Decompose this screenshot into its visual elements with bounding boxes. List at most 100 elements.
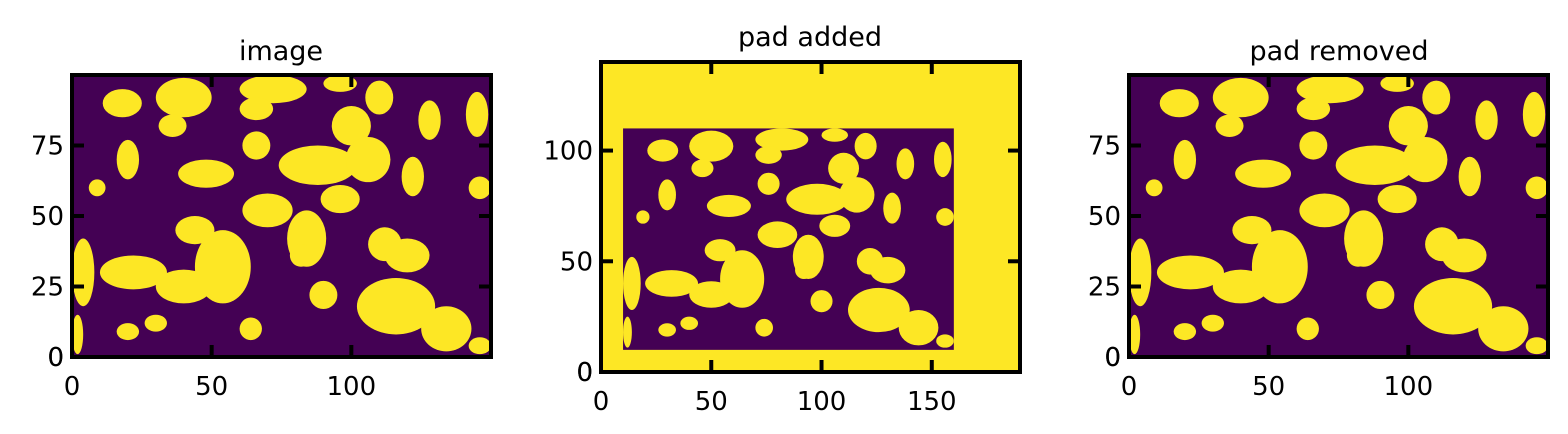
panel-pad-added: pad added 0 50 100 150 00 50 100: [543, 22, 1020, 417]
blob: [1478, 306, 1528, 351]
blob: [1160, 89, 1199, 117]
blob: [178, 160, 234, 188]
blob: [897, 148, 915, 179]
y-tick-label: 100: [543, 137, 593, 167]
blob: [418, 100, 440, 139]
y-tick-label: 50: [1088, 202, 1121, 232]
blob: [89, 179, 106, 196]
blob: [242, 193, 292, 227]
heatmap-plot: [72, 75, 491, 357]
blob: [1403, 137, 1448, 182]
blob: [103, 89, 142, 117]
blob: [175, 216, 214, 244]
blob: [758, 173, 780, 195]
blob: [159, 114, 187, 137]
blob: [691, 159, 713, 177]
blob: [1526, 337, 1548, 354]
blob: [1523, 92, 1545, 137]
blob: [309, 281, 337, 309]
blob: [240, 318, 262, 341]
blob: [1129, 239, 1151, 307]
panel-image: image 0 50 100 00255075: [31, 36, 491, 402]
blob: [623, 257, 641, 310]
blob: [469, 177, 491, 200]
blob: [1442, 239, 1487, 273]
blob: [758, 221, 798, 248]
blob: [1232, 216, 1271, 244]
blob: [1299, 193, 1349, 227]
y-tick-label: 50: [31, 202, 64, 232]
x-tick-label: 0: [64, 372, 81, 402]
blob: [647, 140, 678, 162]
heatmap-plot: [1129, 75, 1548, 357]
blob: [1297, 98, 1331, 121]
blob: [1213, 78, 1269, 117]
blob: [279, 146, 357, 185]
blob: [755, 146, 781, 164]
blob: [1202, 315, 1224, 332]
x-tick-label: 0: [593, 387, 610, 417]
blob: [822, 128, 848, 141]
x-tick-label: 100: [327, 372, 377, 402]
blob: [242, 131, 270, 159]
x-tick-label: 50: [695, 387, 728, 417]
blob: [321, 185, 360, 213]
blob: [117, 323, 139, 340]
blob: [705, 239, 736, 261]
panel-title: pad removed: [1249, 36, 1428, 67]
blob: [1336, 146, 1414, 185]
blob: [786, 184, 848, 215]
y-tick-label: 50: [560, 247, 593, 277]
blob: [819, 215, 850, 237]
y-tick-label: 75: [31, 132, 64, 162]
blob: [689, 131, 733, 162]
inset-image: [623, 128, 954, 349]
panel-pad-removed: pad removed 0 50 100 00 25 50 75: [1088, 36, 1548, 402]
blob: [1216, 114, 1244, 137]
x-tick-label: 50: [195, 372, 228, 402]
blob: [156, 78, 212, 117]
blob: [899, 310, 939, 345]
blob: [1347, 244, 1369, 267]
blob: [1526, 177, 1548, 200]
blob: [365, 81, 393, 115]
blob: [1366, 281, 1394, 309]
blob: [855, 133, 877, 160]
blob: [1174, 323, 1196, 340]
blob: [240, 98, 274, 121]
x-tick-label: 100: [797, 387, 847, 417]
blob: [795, 261, 813, 279]
panel-title: image: [239, 36, 323, 67]
heatmap-plot: [601, 62, 1020, 372]
y-tick-label: 25: [1088, 273, 1121, 303]
blob: [1174, 140, 1196, 179]
y-tick-label: 75: [1088, 132, 1121, 162]
blob: [811, 290, 833, 312]
blob: [1378, 185, 1417, 213]
blob: [1235, 160, 1291, 188]
blob: [1475, 100, 1497, 139]
x-tick-label: 100: [1384, 372, 1434, 402]
blob: [658, 323, 676, 336]
blob: [636, 210, 649, 223]
blob: [883, 193, 901, 224]
blob: [402, 157, 424, 196]
y-tick-label: 0: [1104, 343, 1121, 373]
blob: [385, 239, 430, 273]
blob: [1459, 157, 1481, 196]
blob: [680, 317, 698, 330]
blob: [1297, 318, 1319, 341]
blob: [934, 142, 952, 177]
y-tick-label: 25: [31, 273, 64, 303]
x-tick-label: 0: [1121, 372, 1138, 402]
x-tick-label: 150: [907, 387, 957, 417]
blob: [145, 315, 167, 332]
blob: [421, 306, 471, 351]
blob: [346, 137, 391, 182]
blob: [839, 177, 874, 212]
y-tick-label: 0: [47, 343, 64, 373]
blob: [72, 239, 94, 307]
blob: [707, 195, 751, 217]
blob: [623, 317, 632, 348]
